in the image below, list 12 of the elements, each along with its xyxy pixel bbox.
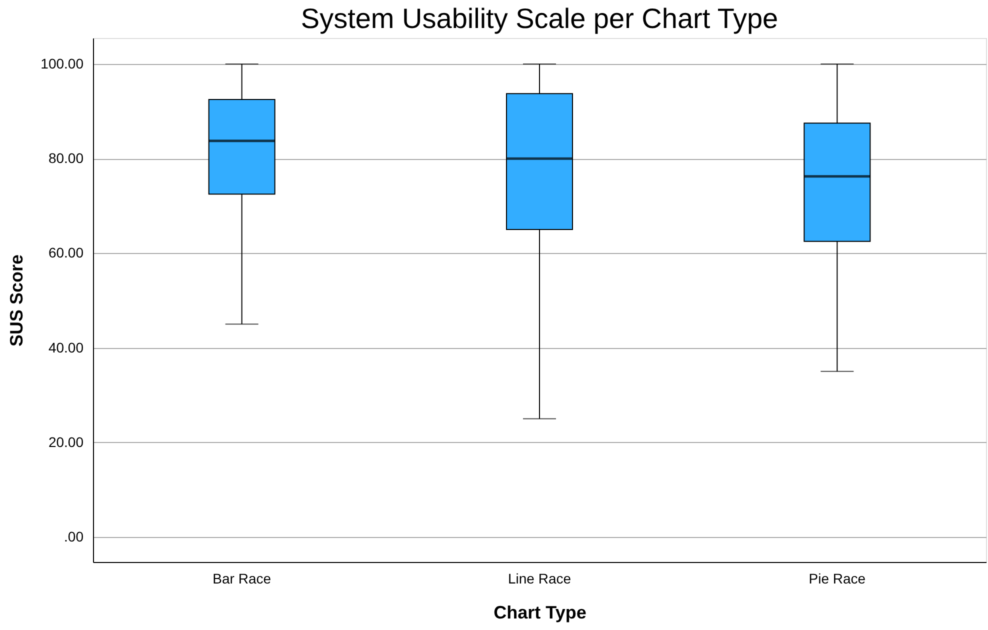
y-tick-label: 80.00 — [48, 150, 84, 166]
x-tick-label: Line Race — [508, 570, 572, 586]
y-tick-label: 60.00 — [48, 244, 84, 261]
x-axis-title: Chart Type — [494, 602, 586, 622]
x-tick-label: Bar Race — [212, 570, 272, 586]
x-tick-label: Pie Race — [808, 570, 866, 586]
y-tick-label: 40.00 — [48, 339, 84, 356]
y-axis-title: SUS Score — [6, 254, 27, 347]
chart-title: System Usability Scale per Chart Type — [300, 3, 778, 34]
y-tick-label: .00 — [64, 528, 84, 544]
y-tick-label: 100.00 — [40, 56, 84, 72]
y-tick-label: 20.00 — [48, 434, 84, 450]
